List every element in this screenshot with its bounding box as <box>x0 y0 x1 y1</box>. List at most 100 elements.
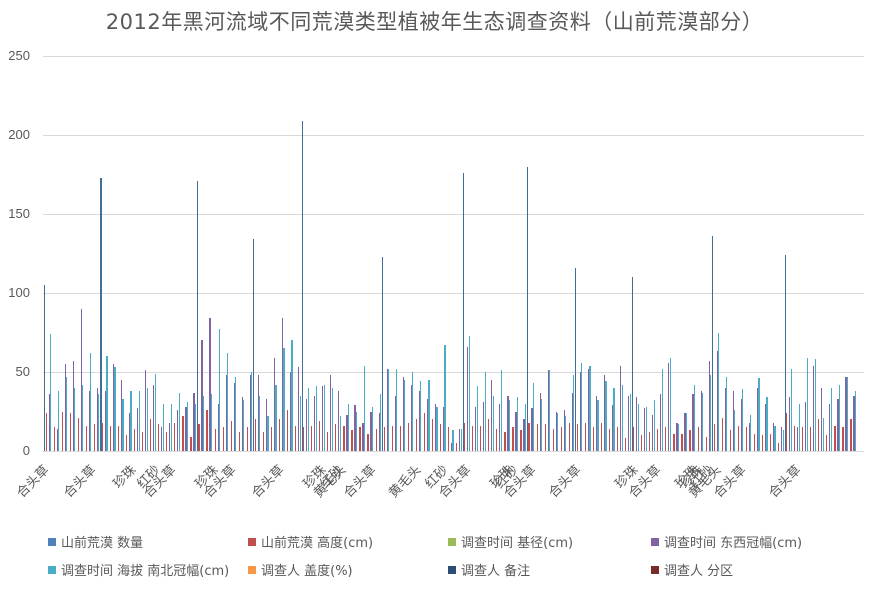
bar <box>386 368 388 451</box>
bar <box>549 370 551 451</box>
bar <box>283 348 285 451</box>
bar <box>769 433 772 451</box>
bar <box>44 285 46 451</box>
bar <box>539 392 541 451</box>
gridline <box>43 214 864 215</box>
bar <box>504 432 506 451</box>
bar <box>158 424 160 451</box>
bar <box>665 427 667 451</box>
bar <box>375 428 377 451</box>
bar <box>645 406 647 451</box>
bar <box>104 390 107 451</box>
legend-swatch <box>48 537 56 546</box>
bar <box>112 364 115 451</box>
bar <box>750 414 752 451</box>
bar <box>595 395 598 451</box>
bar <box>496 428 498 451</box>
bar <box>668 362 670 451</box>
bar <box>315 386 317 451</box>
x-tick-label: 合头草 <box>249 462 288 502</box>
bar <box>106 356 108 451</box>
y-tick-label: 150 <box>8 206 30 221</box>
bar <box>367 433 369 451</box>
bar <box>834 425 836 451</box>
bar <box>169 422 171 451</box>
bar <box>685 413 688 451</box>
bar <box>299 395 301 451</box>
bar <box>721 417 723 451</box>
bar <box>608 428 611 451</box>
bar <box>716 351 718 451</box>
bar <box>830 387 832 451</box>
bar <box>402 376 404 451</box>
bar <box>854 390 857 451</box>
bar <box>676 422 678 451</box>
bar <box>826 435 828 451</box>
legend-swatch <box>448 565 456 574</box>
x-tick-label: 合头草 <box>546 462 585 502</box>
bar <box>573 375 575 451</box>
legend-swatch <box>248 537 256 546</box>
bar <box>652 414 654 451</box>
bar <box>547 370 549 451</box>
bar <box>96 387 98 451</box>
bar <box>257 375 259 451</box>
bar <box>319 420 321 451</box>
bar <box>243 400 245 451</box>
bar <box>810 427 812 451</box>
bar <box>346 414 348 451</box>
bar <box>399 425 401 451</box>
bar <box>262 432 265 451</box>
legend-label: 调查时间 基径(cm) <box>461 536 574 551</box>
bar <box>303 427 305 451</box>
bar <box>50 334 52 451</box>
bar <box>61 411 63 451</box>
bar <box>196 180 199 451</box>
bar <box>380 394 382 451</box>
bar <box>64 364 66 451</box>
bar <box>718 332 720 451</box>
bar <box>563 409 565 451</box>
bar <box>462 172 464 451</box>
bar <box>657 428 659 451</box>
bar <box>295 425 297 451</box>
bar <box>850 419 852 451</box>
bar <box>797 427 799 451</box>
bar <box>597 400 599 451</box>
bar <box>138 390 140 451</box>
bar <box>724 387 726 451</box>
bar <box>786 413 788 451</box>
bar <box>620 365 622 451</box>
bar <box>758 378 760 451</box>
bar <box>253 239 255 451</box>
bar <box>452 430 454 451</box>
bar <box>404 379 406 451</box>
gridline <box>43 372 864 373</box>
bar <box>354 405 356 451</box>
bar <box>161 427 163 451</box>
legend-item-count: 山前荒漠 数量 <box>48 532 143 551</box>
bar <box>753 433 756 451</box>
bar <box>351 430 353 451</box>
bar <box>278 419 281 451</box>
bar <box>790 368 792 451</box>
bar <box>829 403 831 451</box>
bar <box>396 368 398 451</box>
bar <box>488 419 490 451</box>
legend-swatch <box>248 565 256 574</box>
legend-label: 山前荒漠 数量 <box>61 536 144 551</box>
bar <box>370 411 372 451</box>
bar <box>235 376 237 451</box>
gridline <box>43 56 864 57</box>
bar <box>182 416 184 451</box>
bar <box>475 406 477 451</box>
bar <box>584 422 586 451</box>
bar <box>681 433 683 451</box>
plot-area <box>43 56 864 451</box>
bar <box>190 436 192 451</box>
gridline <box>43 293 864 294</box>
bar <box>314 395 316 451</box>
bar <box>125 435 128 451</box>
bar <box>628 395 630 451</box>
bar <box>814 359 816 451</box>
